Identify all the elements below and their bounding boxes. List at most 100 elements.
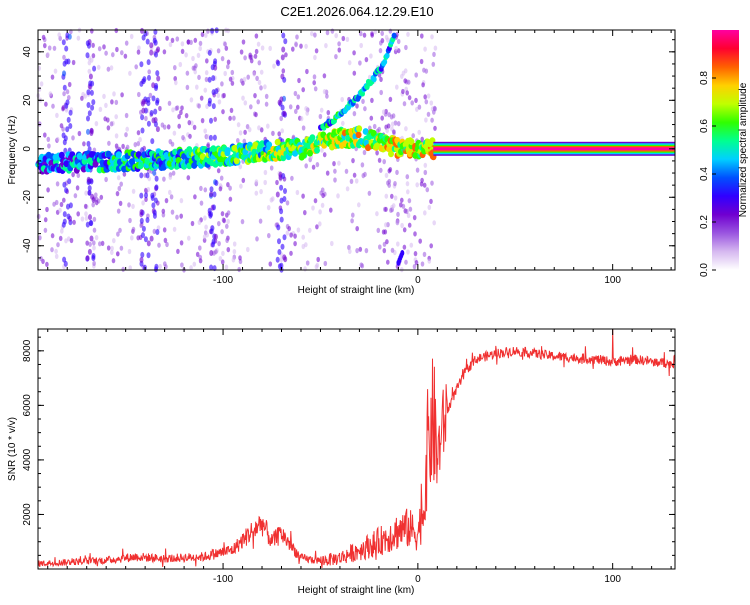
noise-speck xyxy=(432,220,437,226)
noise-speck xyxy=(39,81,44,87)
noise-streak xyxy=(139,80,144,87)
noise-speck xyxy=(379,40,383,46)
noise-speck xyxy=(429,198,433,204)
noise-speck xyxy=(104,50,108,56)
noise-speck xyxy=(296,227,301,233)
noise-speck xyxy=(188,133,192,139)
noise-speck xyxy=(325,170,330,176)
noise-speck xyxy=(390,247,395,253)
noise-speck xyxy=(216,92,221,98)
noise-speck xyxy=(303,266,307,272)
noise-speck xyxy=(352,111,357,117)
noise-speck xyxy=(218,256,223,262)
noise-speck xyxy=(404,126,408,132)
noise-speck xyxy=(315,262,320,268)
noise-speck xyxy=(320,187,325,193)
noise-speck xyxy=(219,175,224,181)
noise-speck xyxy=(56,242,60,248)
noise-speck xyxy=(319,107,324,113)
noise-speck xyxy=(131,188,136,194)
noise-speck xyxy=(94,192,98,198)
noise-speck xyxy=(351,212,355,218)
colorbar-tick-label: 0.4 xyxy=(699,167,710,181)
noise-streak xyxy=(85,221,90,228)
noise-streak xyxy=(65,126,70,133)
noise-streak xyxy=(283,188,287,194)
noise-speck xyxy=(220,211,225,217)
noise-streak xyxy=(155,97,160,104)
noise-streak xyxy=(155,126,160,133)
noise-speck xyxy=(333,177,337,183)
noise-speck xyxy=(299,116,304,122)
noise-speck xyxy=(232,241,237,247)
noise-speck xyxy=(370,97,374,103)
noise-speck xyxy=(195,84,199,90)
noise-speck xyxy=(223,70,227,77)
noise-speck xyxy=(180,105,184,111)
noise-speck xyxy=(43,43,47,49)
noise-streak xyxy=(149,110,154,116)
noise-streak xyxy=(68,123,73,129)
ridge-blob xyxy=(58,151,65,159)
noise-speck xyxy=(220,259,225,265)
noise-speck xyxy=(341,35,346,42)
noise-streak xyxy=(279,216,284,223)
noise-speck xyxy=(326,110,331,116)
noise-speck xyxy=(112,238,116,244)
noise-speck xyxy=(175,214,179,220)
noise-speck xyxy=(204,224,208,230)
noise-speck xyxy=(106,245,111,251)
noise-speck xyxy=(114,99,119,105)
noise-speck xyxy=(240,219,245,225)
noise-speck xyxy=(284,52,288,58)
noise-speck xyxy=(131,203,135,209)
noise-speck xyxy=(315,162,320,168)
noise-speck xyxy=(336,193,340,199)
noise-speck xyxy=(293,241,297,247)
noise-speck xyxy=(84,211,88,217)
noise-speck xyxy=(402,227,407,233)
noise-speck xyxy=(48,91,53,97)
noise-speck xyxy=(125,126,129,132)
noise-streak xyxy=(154,85,158,91)
noise-speck xyxy=(158,263,162,270)
noise-speck xyxy=(355,248,359,254)
noise-speck xyxy=(402,101,407,107)
spectrogram-ticks: -100 0 100 -40 -20 0 20 40 xyxy=(22,30,675,286)
noise-streak xyxy=(151,117,156,124)
noise-speck xyxy=(46,52,50,58)
noise-speck xyxy=(296,94,301,100)
noise-speck xyxy=(186,39,191,45)
noise-speck xyxy=(203,215,207,221)
noise-streak xyxy=(209,264,214,271)
ridge-blob xyxy=(307,149,313,157)
noise-speck xyxy=(256,99,261,105)
noise-speck xyxy=(187,235,191,241)
spectrogram-y-tick-label: -40 xyxy=(22,238,33,253)
noise-speck xyxy=(345,186,350,192)
noise-speck xyxy=(171,170,176,176)
noise-streak xyxy=(145,38,150,45)
noise-speck xyxy=(312,80,317,86)
ridge-blob xyxy=(300,152,306,160)
spectrogram-diverging-branch xyxy=(318,32,405,266)
noise-speck xyxy=(115,46,119,53)
noise-streak xyxy=(207,76,212,83)
noise-speck xyxy=(393,181,397,187)
noise-streak xyxy=(141,107,146,114)
noise-speck xyxy=(385,239,389,245)
noise-speck xyxy=(175,105,180,111)
noise-streak xyxy=(149,235,154,242)
noise-streak xyxy=(88,214,92,221)
noise-speck xyxy=(52,45,57,51)
noise-speck xyxy=(377,72,382,78)
noise-speck xyxy=(54,199,59,206)
noise-speck xyxy=(388,28,393,34)
noise-speck xyxy=(238,255,242,261)
noise-streak xyxy=(64,187,69,194)
noise-speck xyxy=(396,121,401,127)
noise-speck xyxy=(87,68,92,74)
noise-speck xyxy=(204,76,209,83)
branch-blob xyxy=(391,32,397,39)
noise-streak xyxy=(91,197,96,203)
